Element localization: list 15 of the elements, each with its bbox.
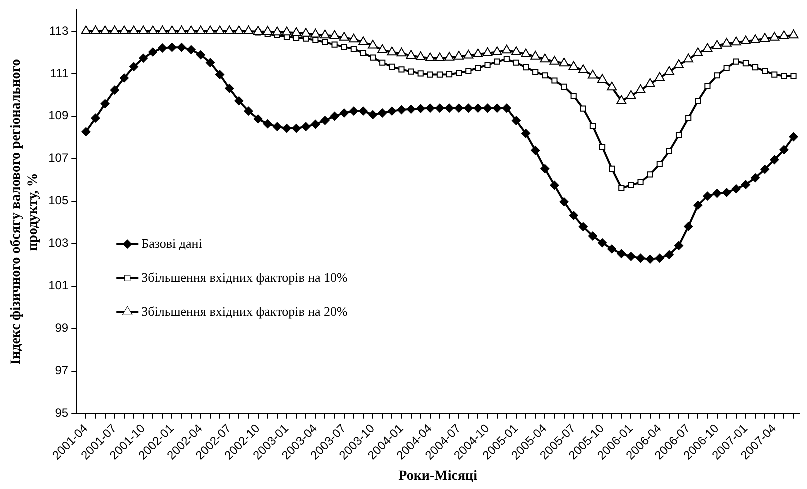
y-tick-label: 101 [48,278,69,293]
y-tick-label: 95 [55,406,69,420]
y-tick-label: 97 [55,364,69,378]
y-tick-label: 107 [48,151,69,166]
legend-label: Збільшення вхідних факторів на 20% [142,304,348,319]
legend-label: Збільшення вхідних факторів на 10% [142,270,348,285]
y-tick-label: 105 [48,194,69,208]
y-tick-label: 113 [49,24,69,38]
y-tick-label: 99 [55,321,69,336]
y-tick-label: 109 [48,108,69,123]
x-axis-title: Роки-Місяці [398,469,478,484]
y-tick-label: 103 [48,236,69,250]
y-tick-label: 111 [50,66,69,80]
y-axis-title: Індекс фізичного обсягу валового регіонального продукту, % [9,59,41,365]
legend-label: Базові дані [142,236,203,251]
